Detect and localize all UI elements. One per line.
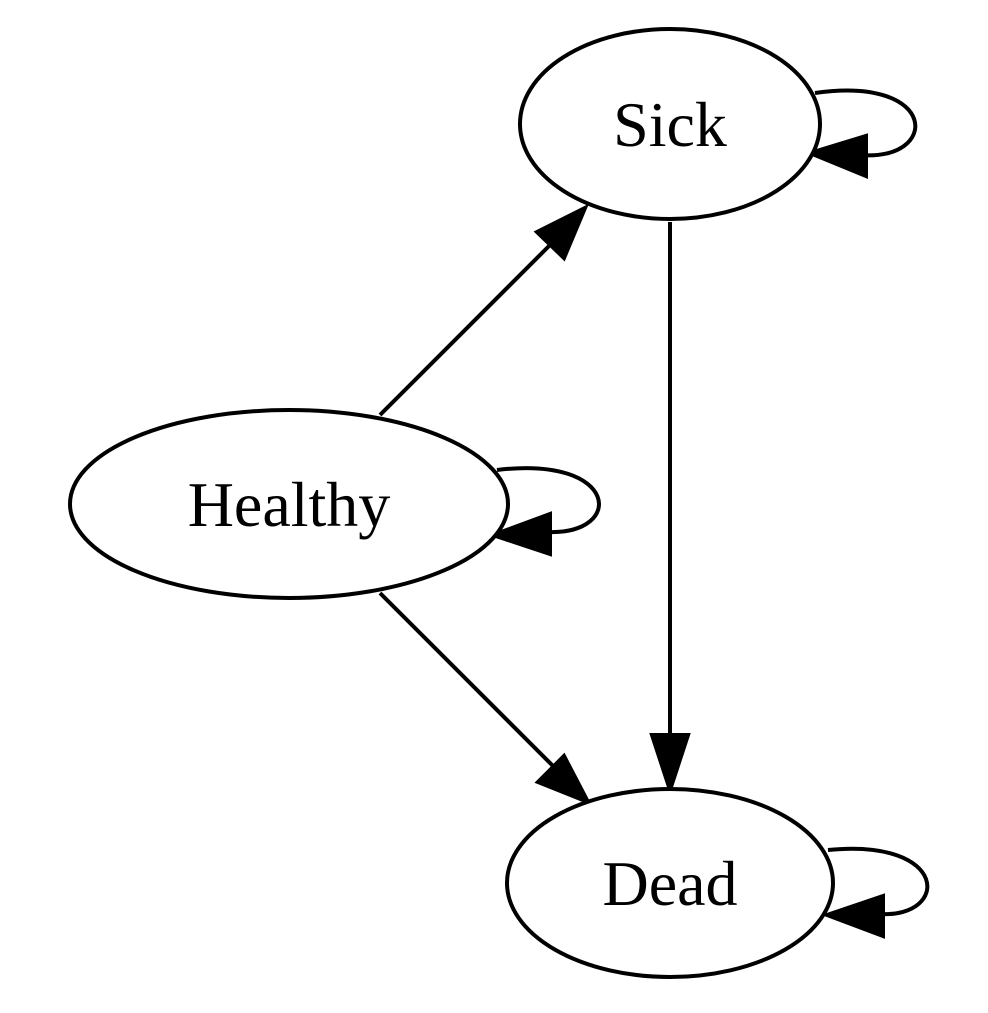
node-healthy-shape — [68, 408, 510, 600]
edge-sick-to-dead — [649, 222, 691, 797]
node-dead[interactable]: Dead — [505, 787, 835, 979]
edge-healthy-to-sick — [378, 203, 589, 417]
node-healthy-label: Healthy — [188, 469, 391, 540]
node-healthy[interactable]: Healthy — [68, 408, 510, 600]
edge-healthy-self-loop — [486, 466, 601, 557]
node-dead-label: Dead — [602, 848, 737, 919]
node-dead-shape — [505, 787, 835, 979]
edge-healthy-to-dead — [378, 591, 593, 806]
node-sick-shape — [518, 27, 822, 221]
edge-sick-self-loop — [804, 88, 918, 179]
node-sick[interactable]: Sick — [518, 27, 822, 221]
edge-dead-self-loop — [821, 846, 930, 939]
node-sick-label: Sick — [613, 89, 727, 160]
